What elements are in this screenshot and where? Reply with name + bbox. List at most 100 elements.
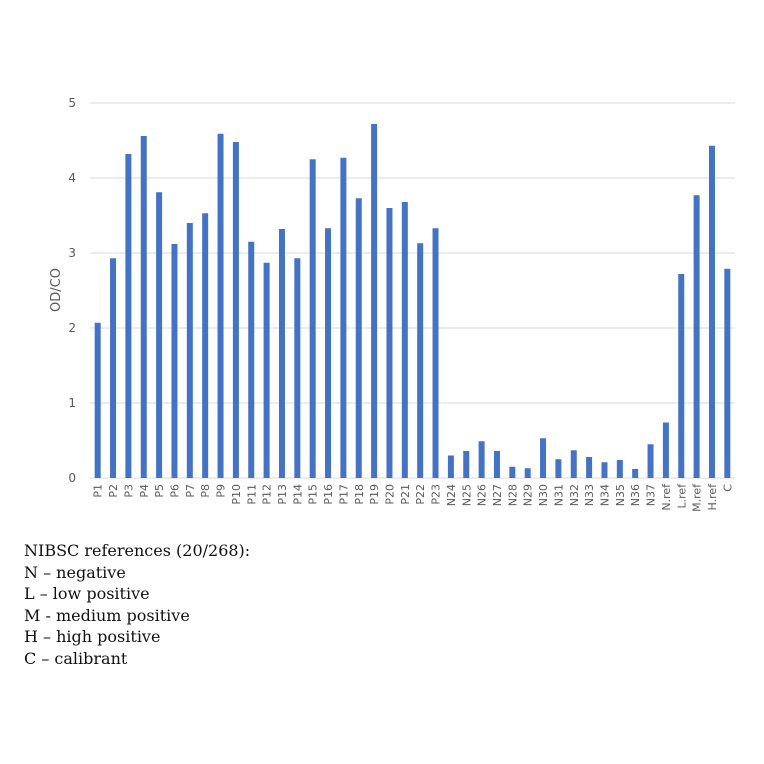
x-tick-label: P22 <box>414 484 427 505</box>
bar-n28 <box>509 466 516 478</box>
bar-p3 <box>125 154 132 478</box>
bar-n26 <box>478 441 485 478</box>
x-tick-label: P2 <box>107 484 120 498</box>
bar-p20 <box>386 208 393 478</box>
gridlines <box>90 102 735 479</box>
bar-p2 <box>110 258 117 478</box>
bar-chart: 0 1 2 3 4 5 OD/CO P1 P2 P3 P4 P5 P6 P7 P8 P9 P10 P11 P12… <box>49 96 735 512</box>
bar-p13 <box>278 229 285 478</box>
bar-m-ref <box>693 195 700 478</box>
bar-p18 <box>355 198 362 478</box>
x-tick-label: P19 <box>368 484 381 505</box>
bar-n33 <box>586 457 593 478</box>
x-tick-label: N37 <box>645 484 658 506</box>
x-tick-label: M.ref <box>691 483 704 512</box>
bar-p8 <box>202 213 209 478</box>
x-tick-label: P11 <box>245 484 258 505</box>
x-tick-label: P17 <box>337 484 350 505</box>
x-tick-label: N24 <box>445 484 458 506</box>
x-tick-label: P21 <box>399 484 412 505</box>
x-tick-label: P5 <box>153 484 166 498</box>
x-tick-label: N36 <box>629 484 642 506</box>
bar-n34 <box>601 462 608 478</box>
bar-p21 <box>401 202 408 478</box>
x-axis-ticks: P1 P2 P3 P4 P5 P6 P7 P8 P9 P10 P11 P12 P13 P14 P15 P16 P… <box>92 483 735 512</box>
bar-n35 <box>616 460 623 478</box>
x-tick-label: P12 <box>261 484 274 505</box>
bar-p15 <box>309 159 316 478</box>
bar-n-ref <box>662 422 669 478</box>
x-tick-label: P18 <box>353 484 366 505</box>
x-tick-label: N30 <box>537 484 550 506</box>
x-tick-label: P16 <box>322 484 335 505</box>
x-tick-label: P7 <box>184 484 197 498</box>
x-tick-label: P14 <box>291 484 304 505</box>
bar-p16 <box>325 228 332 478</box>
bars <box>94 124 731 478</box>
bar-n25 <box>463 451 470 478</box>
x-tick-label: P15 <box>307 484 320 505</box>
x-tick-label: N35 <box>614 484 627 506</box>
x-tick-label: N26 <box>476 484 489 506</box>
notes-heading: NIBSC references (20/268): <box>24 541 251 560</box>
bar-n27 <box>493 451 500 478</box>
x-tick-label: N27 <box>491 484 504 506</box>
bar-p22 <box>417 243 424 478</box>
y-tick-label: 3 <box>68 246 76 260</box>
x-tick-label: P1 <box>92 484 105 498</box>
x-tick-label: P23 <box>430 484 443 505</box>
bar-p5 <box>156 192 163 478</box>
bar-n37 <box>647 444 654 478</box>
bar-p6 <box>171 244 178 478</box>
bar-n24 <box>447 455 454 478</box>
x-tick-label: N.ref <box>660 483 673 511</box>
bar-p17 <box>340 157 347 478</box>
x-tick-label: C <box>721 484 734 492</box>
bar-p4 <box>140 136 147 478</box>
note-low-positive: L – low positive <box>24 584 150 603</box>
bar-n36 <box>632 469 639 478</box>
x-tick-label: N34 <box>598 484 611 506</box>
reference-notes: NIBSC references (20/268): N – negative … <box>24 540 250 669</box>
x-tick-label: N28 <box>506 484 519 506</box>
bar-p14 <box>294 258 301 478</box>
x-tick-label: N25 <box>460 484 473 506</box>
note-medium-positive: M - medium positive <box>24 605 190 625</box>
y-tick-label: 5 <box>68 96 76 110</box>
x-tick-label: P10 <box>230 484 243 505</box>
bar-c <box>724 268 731 478</box>
bar-n29 <box>524 468 531 478</box>
bar-n32 <box>570 450 577 478</box>
bar-p11 <box>248 241 255 478</box>
x-tick-label: H.ref <box>706 483 719 511</box>
y-tick-label: 0 <box>68 471 76 485</box>
x-tick-label: L.ref <box>675 483 688 509</box>
bar-p23 <box>432 228 439 478</box>
bar-h-ref <box>708 145 715 478</box>
bar-p7 <box>186 223 193 478</box>
x-tick-label: N32 <box>568 484 581 506</box>
x-tick-label: P13 <box>276 484 289 505</box>
bar-l-ref <box>678 274 685 478</box>
x-tick-label: P8 <box>199 484 212 498</box>
x-tick-label: P6 <box>168 484 181 498</box>
bar-p1 <box>94 322 101 478</box>
y-tick-label: 1 <box>68 396 76 410</box>
bar-p9 <box>217 133 224 478</box>
x-tick-label: P4 <box>138 484 151 498</box>
x-tick-label: P20 <box>383 484 396 505</box>
y-tick-label: 4 <box>68 171 76 185</box>
note-high-positive: H – high positive <box>24 627 161 646</box>
note-negative: N – negative <box>24 562 126 582</box>
note-calibrant: C – calibrant <box>24 648 128 668</box>
bar-n30 <box>540 438 547 478</box>
bar-p12 <box>263 262 270 478</box>
bar-p10 <box>232 142 239 478</box>
x-tick-label: N31 <box>552 484 565 506</box>
y-axis-label: OD/CO <box>49 268 64 312</box>
y-tick-label: 2 <box>68 321 76 335</box>
bar-n31 <box>555 459 562 478</box>
y-axis-ticks: 0 1 2 3 4 5 <box>68 96 76 485</box>
bar-p19 <box>371 124 378 478</box>
x-tick-label: N33 <box>583 484 596 506</box>
